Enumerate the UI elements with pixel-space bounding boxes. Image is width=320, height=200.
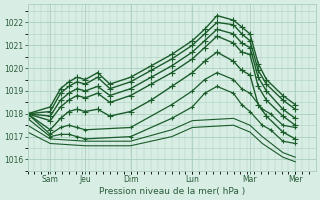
X-axis label: Pression niveau de la mer( hPa ): Pression niveau de la mer( hPa ) <box>99 187 245 196</box>
